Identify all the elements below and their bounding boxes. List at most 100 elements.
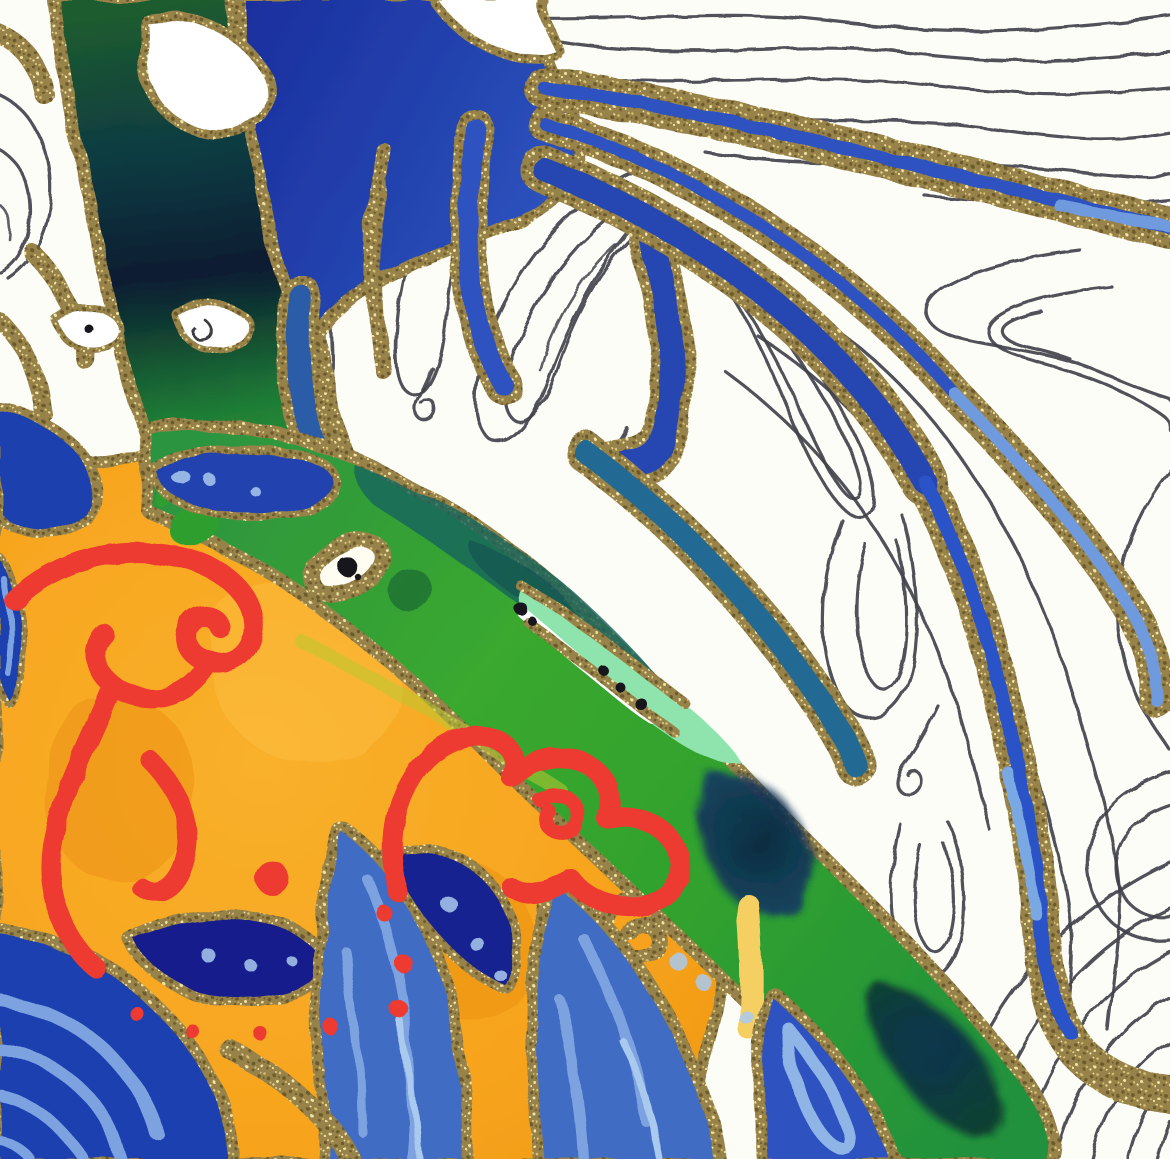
white-wedge (429, 0, 567, 64)
paint-stroke (523, 617, 677, 735)
blue-channel (918, 475, 1077, 1039)
paint-dot (668, 951, 686, 969)
bottom-blue-bands (0, 406, 901, 1159)
navy-crescent (381, 841, 522, 994)
paint-stroke (986, 285, 1170, 432)
blue-streak (555, 995, 590, 1159)
paint-dot (740, 1011, 754, 1025)
paint-stroke (1115, 468, 1170, 752)
eye-pupil (337, 556, 358, 577)
blue-streak (396, 1016, 424, 1159)
paint-stroke (40, 682, 120, 978)
red-dot (395, 955, 413, 973)
paint-stroke (503, 203, 640, 424)
blue-streak (340, 945, 365, 1135)
paint-dot (442, 897, 458, 913)
paint-dot (283, 952, 293, 962)
paint-stroke (0, 148, 32, 274)
paint-stroke (1000, 310, 1072, 361)
green-diagonal-band (137, 418, 1061, 1159)
red-spiral-squiggle (4, 542, 264, 674)
red-curl (533, 788, 586, 840)
paint-dot (636, 699, 648, 711)
gold-arc (0, 312, 53, 423)
red-cloud-squiggle (382, 726, 691, 916)
red-marker-squiggles (4, 542, 691, 1040)
eye-motif (303, 531, 391, 603)
green-shadow-spot (390, 570, 434, 614)
paint-blob (172, 472, 192, 484)
blue-streak (618, 1036, 664, 1159)
paint-dot (250, 486, 260, 496)
paint-stroke (538, 243, 617, 372)
blue-channel-pale (1002, 766, 1042, 921)
paint-dot (204, 474, 216, 486)
blue-arc-stripe (0, 993, 165, 1142)
paint-stroke (546, 70, 1170, 96)
blue-loop-streak (783, 1024, 856, 1155)
paint-stroke (855, 538, 909, 692)
paint-dot (198, 945, 212, 959)
blue-arc-stripe (0, 1090, 90, 1159)
paint-stroke (724, 370, 992, 832)
blue-wedge (0, 406, 99, 540)
paint-dot (494, 969, 506, 981)
paint-dot (616, 683, 626, 693)
paint-stroke (193, 318, 214, 342)
paint-dot (354, 573, 362, 581)
navy-blot (700, 773, 814, 915)
paint-stroke (132, 750, 198, 903)
blue-channel (539, 118, 961, 400)
white-wedge (141, 14, 275, 140)
paint-stroke (474, 166, 657, 444)
red-dot (130, 1007, 144, 1021)
blue-pocket (147, 446, 341, 522)
paint-dot (527, 616, 537, 626)
red-dot (255, 861, 289, 895)
paint-stroke (510, 575, 690, 708)
paint-stroke (821, 513, 919, 720)
mint-channel (514, 583, 740, 763)
spiral-motif (895, 704, 940, 797)
paint-dot (598, 665, 608, 675)
blue-arc-stripe (0, 1042, 128, 1159)
blue-channel-light (1054, 200, 1170, 233)
blue-channel (533, 158, 937, 494)
paint-stroke (1156, 1120, 1170, 1159)
blue-channel-light (949, 388, 1163, 706)
blue-streak (4, 579, 15, 676)
paint-stroke (1114, 804, 1170, 919)
red-dot (185, 1024, 199, 1038)
red-dot (390, 1000, 408, 1018)
paint-stroke (913, 841, 956, 954)
teal-blue-channel (574, 441, 867, 777)
paint-stroke (788, 298, 1122, 1032)
paint-dot (695, 974, 711, 990)
gold-rib (365, 142, 391, 378)
fan-finger (459, 118, 516, 398)
gold-arc (0, 22, 55, 105)
red-dot (322, 1018, 338, 1034)
paint-stroke (558, 40, 1170, 63)
navy-green-blot (870, 980, 1001, 1134)
paint-stroke (0, 203, 12, 242)
paint-stroke (513, 602, 529, 617)
paint-stroke (731, 288, 863, 500)
spiral-motif (413, 366, 437, 422)
blue-arc-stripe (0, 1135, 35, 1159)
paint-stroke (1085, 770, 1170, 943)
paint-dot (471, 938, 485, 952)
red-dot (253, 1026, 267, 1040)
paint-stroke (428, 8, 1170, 33)
red-dot (377, 906, 393, 922)
paint-dot (83, 323, 93, 333)
paint-dot (244, 959, 256, 971)
ink-marks (83, 318, 648, 711)
gold-band (222, 1042, 360, 1159)
paint-stroke (703, 150, 1170, 180)
gold-blue-channels (521, 67, 1170, 1114)
fan-finger (602, 226, 684, 477)
paint-stroke (85, 624, 218, 709)
